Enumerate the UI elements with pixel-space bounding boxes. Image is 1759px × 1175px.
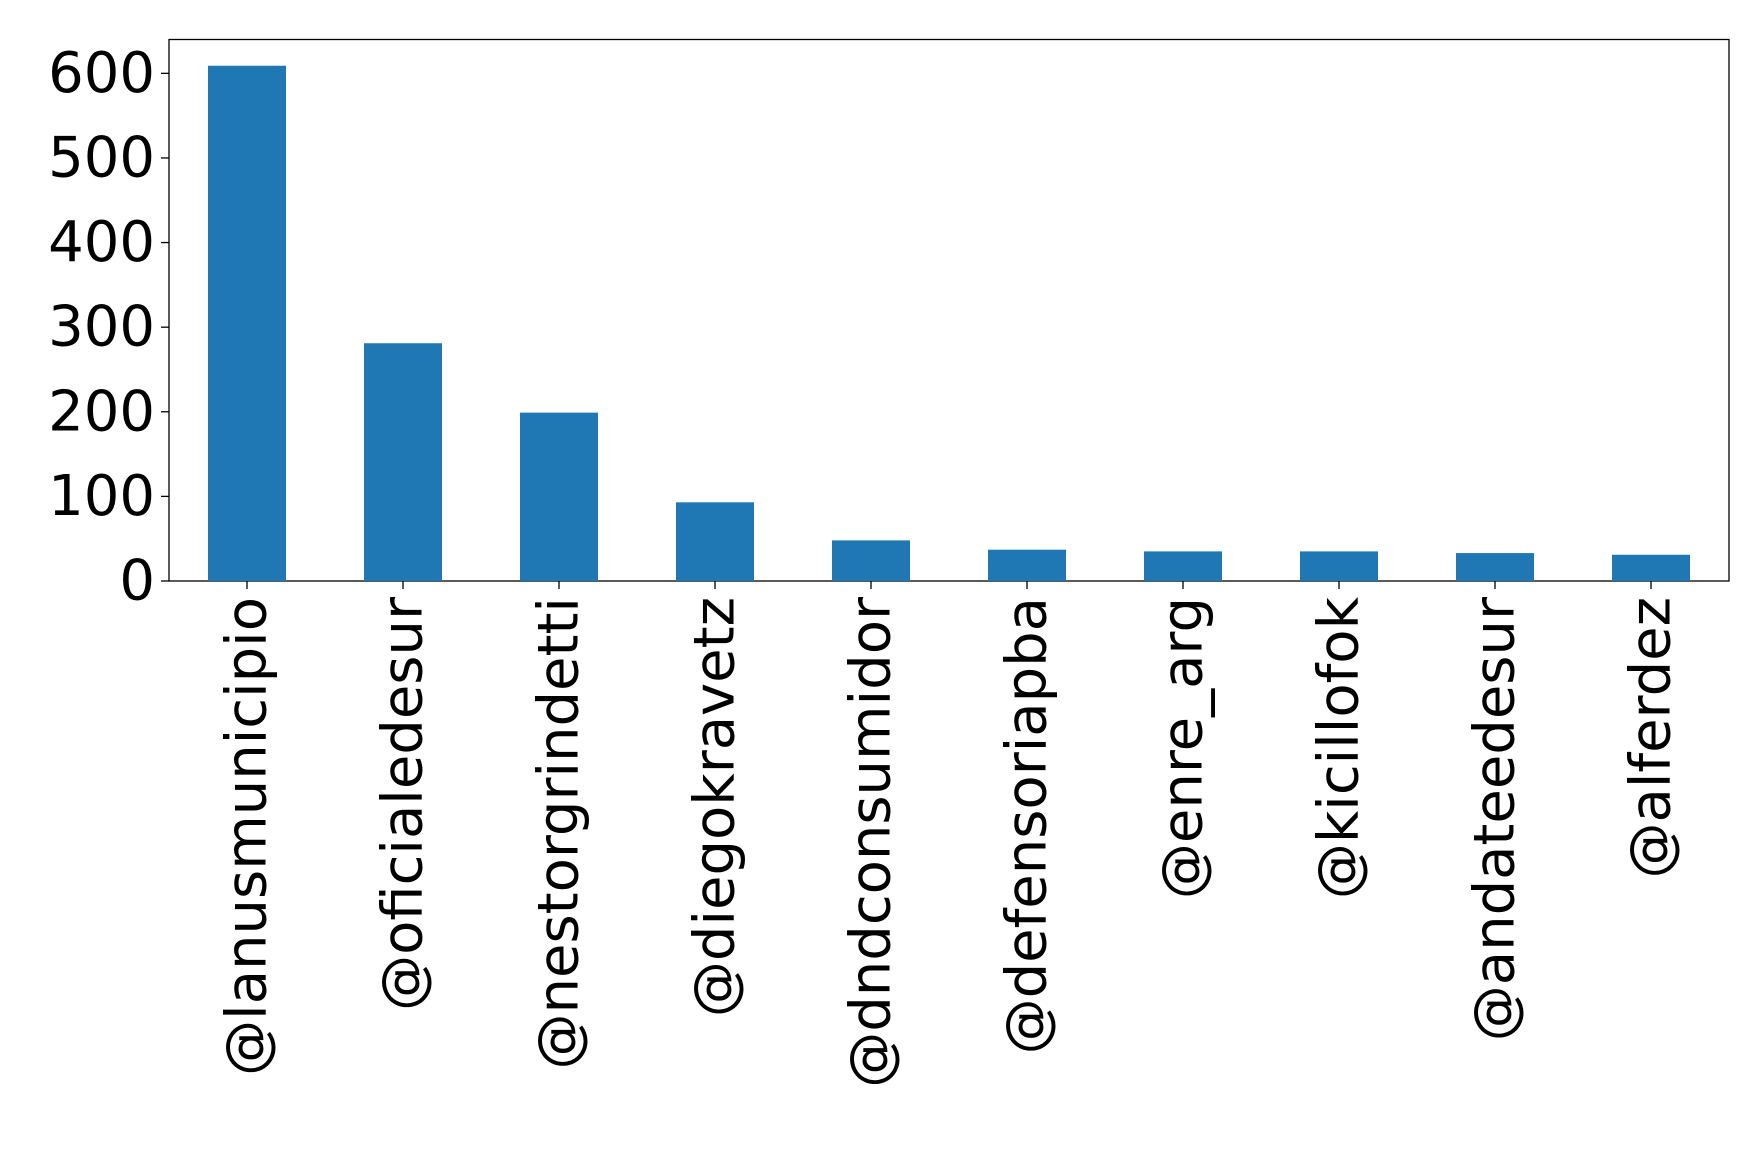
bar: [364, 343, 442, 581]
bar: [1456, 553, 1534, 581]
y-tick-label: 0: [119, 549, 155, 614]
bar: [676, 502, 754, 581]
bar: [1300, 551, 1378, 581]
bar: [988, 549, 1066, 581]
y-tick-label: 300: [48, 295, 155, 360]
x-tick-label: @alferdez: [1619, 597, 1684, 878]
x-tick-label: @nestorgrindetti: [527, 597, 592, 1069]
x-tick-label: @kicillofok: [1307, 596, 1372, 899]
x-tick-label: @dndconsumidor: [839, 596, 904, 1088]
y-tick-label: 600: [48, 41, 155, 106]
bar: [520, 412, 598, 581]
bar: [1612, 554, 1690, 581]
bar: [1144, 551, 1222, 581]
plot-frame: [168, 38, 1730, 582]
x-tick-label: @lanusmunicipio: [215, 597, 280, 1076]
y-tick-label: 500: [48, 125, 155, 190]
bar: [208, 65, 286, 582]
x-tick-label: @enre_arg: [1151, 597, 1216, 899]
y-tick-label: 400: [48, 210, 155, 275]
x-tick-label: @oficialedesur: [371, 596, 436, 1011]
x-tick-label: @defensoriapba: [995, 597, 1060, 1054]
y-tick-label: 100: [48, 464, 155, 529]
x-tick-label: @diegokravetz: [683, 597, 748, 1017]
bar: [832, 540, 910, 581]
x-tick-label: @andateedesur: [1463, 596, 1528, 1041]
y-tick-label: 200: [48, 379, 155, 444]
